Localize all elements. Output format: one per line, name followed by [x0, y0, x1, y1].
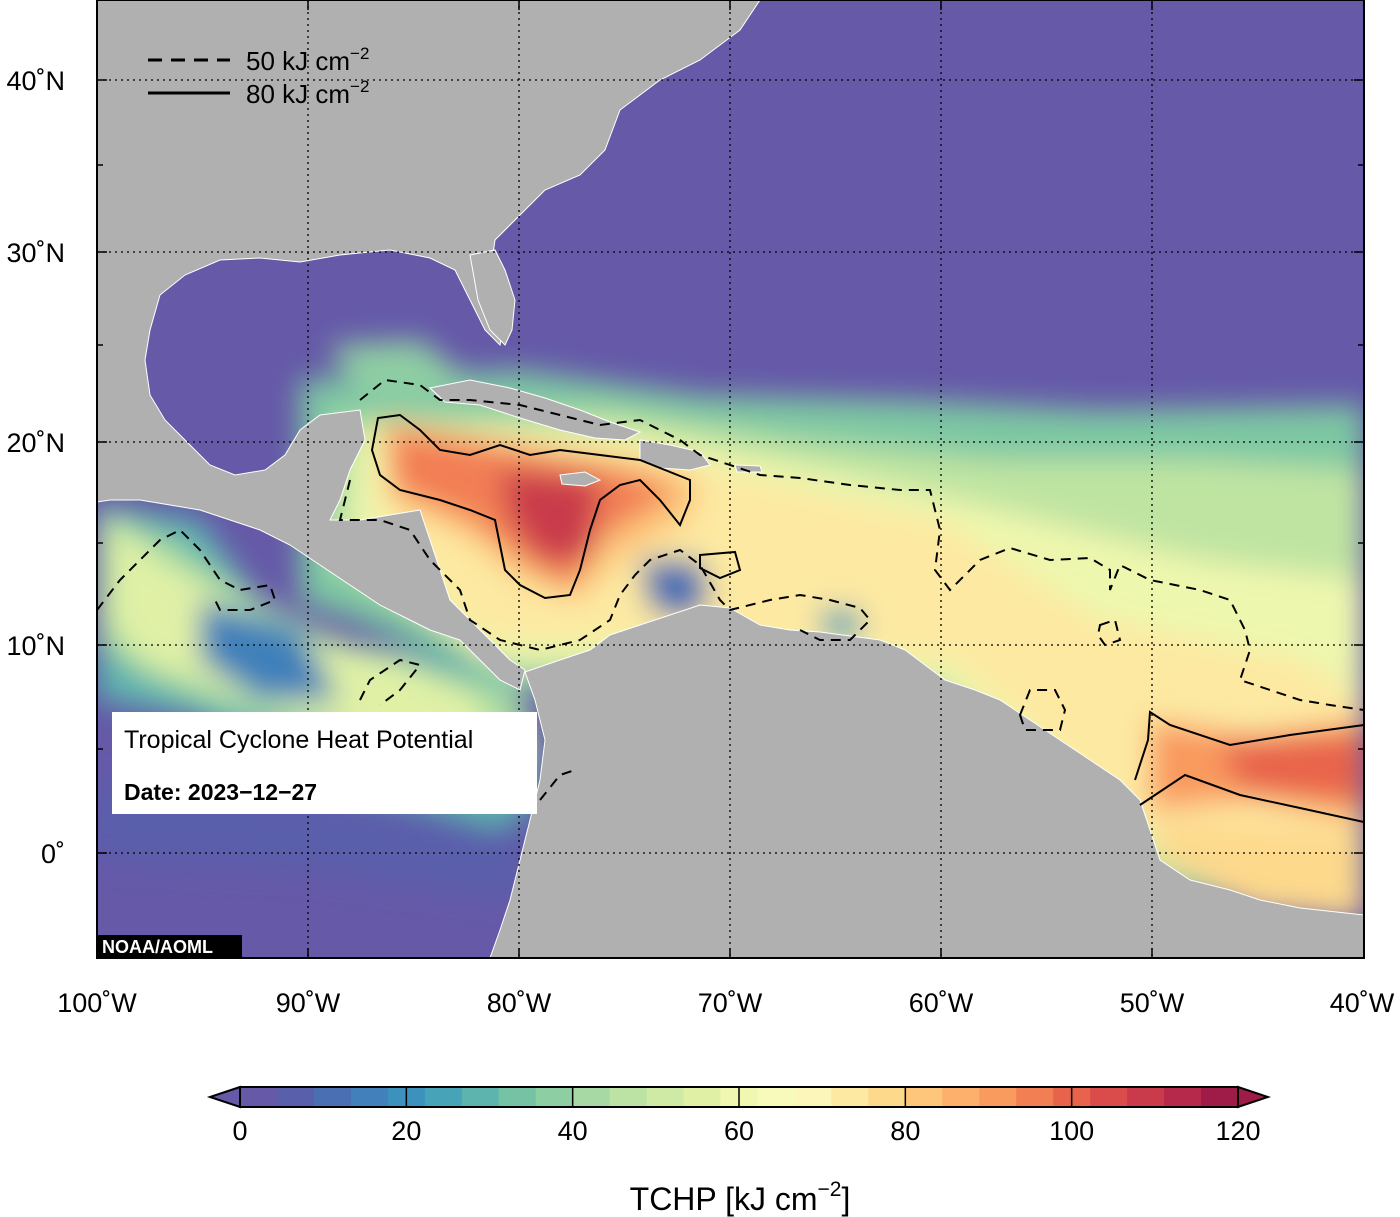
credit-background	[97, 935, 242, 958]
colorbar-cell	[794, 1087, 833, 1107]
colorbar-cell	[942, 1087, 980, 1107]
lon-label-40w: 40˚W	[1330, 988, 1395, 1018]
colorbar-cell	[313, 1087, 352, 1107]
colorbar-cell	[535, 1087, 574, 1107]
latitude-labels: 40˚N 30˚N 20˚N 10˚N 0˚	[6, 66, 65, 869]
lat-label-0: 0˚	[41, 839, 65, 869]
colorbar-cell	[461, 1087, 500, 1107]
colorbar-cell	[905, 1087, 943, 1107]
lat-label-10n: 10˚N	[6, 631, 65, 661]
colorbar-cell	[498, 1087, 537, 1107]
colorbar-cell	[1090, 1087, 1128, 1107]
lon-label-100w: 100˚W	[57, 988, 137, 1018]
lat-label-30n: 30˚N	[6, 238, 65, 268]
jamaica-land	[559, 471, 602, 487]
map-area	[97, 0, 1364, 958]
colorbar-min-arrow	[206, 1085, 241, 1109]
colorbar-tick-label: 20	[391, 1116, 421, 1146]
axis-ticks	[97, 0, 1364, 958]
info-box: Tropical Cyclone Heat Potential Date: 20…	[112, 712, 537, 814]
contour-50-guiana	[1018, 689, 1067, 731]
puerto-rico-land	[734, 464, 763, 473]
colorbar-cell	[1164, 1087, 1202, 1107]
contour-legend: 50 kJ cm−2 80 kJ cm−2	[148, 44, 369, 109]
colorbar-cell	[350, 1087, 389, 1107]
contour-80-small	[699, 550, 742, 580]
colorbar-cell	[1016, 1087, 1054, 1107]
south-america-land	[489, 604, 1364, 958]
colorbar-cell	[683, 1087, 722, 1107]
colorbar-ticks: 0 20 40 60 80 100 120	[232, 1087, 1261, 1146]
lat-label-40n: 40˚N	[6, 66, 65, 96]
colorbar-cell	[646, 1087, 685, 1107]
florida-land	[469, 249, 516, 346]
colorbar-max-arrow	[1237, 1085, 1272, 1109]
lon-label-70w: 70˚W	[698, 988, 763, 1018]
colorbar-cell	[572, 1087, 611, 1107]
contours	[97, 378, 1364, 823]
colorbar: 0 20 40 60 80 100 120 TCHP [kJ cm−2]	[206, 1085, 1272, 1217]
colorbar-tick-label: 100	[1049, 1116, 1094, 1146]
contour-50-pacific	[97, 528, 277, 611]
credit-text: NOAA/AOML	[102, 937, 213, 957]
lon-label-60w: 60˚W	[909, 988, 974, 1018]
contour-80-east-lower	[1139, 773, 1364, 823]
legend-solid-label: 80 kJ cm−2	[246, 77, 369, 109]
credit-badge: NOAA/AOML	[97, 935, 242, 958]
colorbar-tick-label: 40	[558, 1116, 588, 1146]
colorbar-tick-label: 80	[890, 1116, 920, 1146]
colorbar-cell	[757, 1087, 796, 1107]
colorbar-tick-label: 60	[724, 1116, 754, 1146]
colorbar-tick-label: 0	[232, 1116, 247, 1146]
contour-50-pacific-south	[359, 658, 422, 706]
contour-50-caribbean-north	[359, 378, 1364, 711]
colorbar-cell	[424, 1087, 463, 1107]
info-box-title: Tropical Cyclone Heat Potential	[124, 726, 473, 754]
colorbar-tick-label: 120	[1215, 1116, 1260, 1146]
colorbar-cell	[868, 1087, 906, 1107]
info-box-date: Date: 2023−12−27	[124, 779, 317, 805]
lon-label-90w: 90˚W	[276, 988, 341, 1018]
lon-label-80w: 80˚W	[487, 988, 552, 1018]
contour-50-caribbean-south	[338, 479, 872, 652]
lon-label-50w: 50˚W	[1120, 988, 1185, 1018]
colorbar-cell	[276, 1087, 315, 1107]
cuba-land	[428, 379, 642, 441]
colorbar-cell	[1201, 1087, 1239, 1107]
info-box-background	[112, 712, 537, 814]
legend-dashed-label: 50 kJ cm−2	[246, 44, 369, 76]
colorbar-cells	[240, 1087, 1239, 1107]
land	[97, 0, 1364, 958]
colorbar-cell	[609, 1087, 648, 1107]
contour-80-caribbean	[370, 413, 691, 600]
colorbar-cell	[240, 1087, 278, 1107]
contour-50-pacific-east	[539, 769, 576, 801]
contours-50	[97, 378, 1364, 801]
colorbar-label: TCHP [kJ cm−2]	[630, 1178, 851, 1217]
contour-80-east-upper	[1134, 710, 1364, 781]
lat-label-20n: 20˚N	[6, 428, 65, 458]
longitude-labels: 100˚W 90˚W 80˚W 70˚W 60˚W 50˚W 40˚W	[57, 988, 1395, 1018]
colorbar-cell	[1127, 1087, 1165, 1107]
colorbar-cell	[831, 1087, 869, 1107]
colorbar-cell	[979, 1087, 1017, 1107]
